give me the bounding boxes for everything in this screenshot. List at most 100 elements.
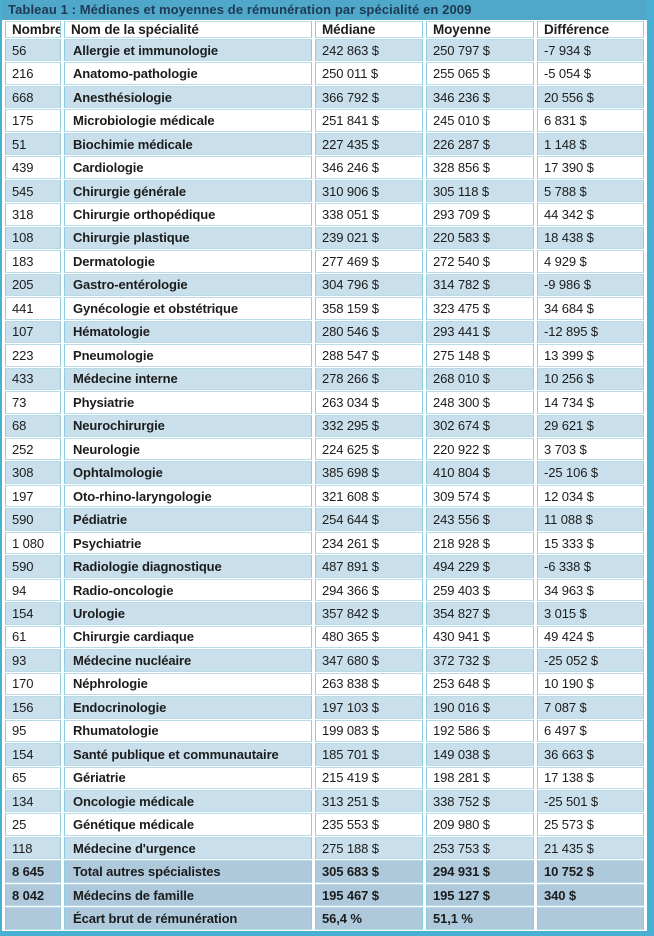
table-row: 93 Médecine nucléaire 347 680 $ 372 732 … xyxy=(5,649,644,672)
header-row: Nombre Nom de la spécialité Médiane Moye… xyxy=(5,21,644,38)
table-row: 154 Santé publique et communautaire 185 … xyxy=(5,743,644,766)
cell-difference: 6 497 $ xyxy=(537,719,644,743)
cell-nom: Gynécologie et obstétrique xyxy=(64,297,312,320)
cell-nombre: 61 xyxy=(5,625,61,649)
cell-nombre: 318 xyxy=(5,203,61,226)
cell-moyenne: 328 856 $ xyxy=(426,156,534,179)
cell-difference: 25 573 $ xyxy=(537,813,644,836)
cell-difference: 6 831 $ xyxy=(537,109,644,132)
cell-difference: 15 333 $ xyxy=(537,531,644,555)
col-header-mediane: Médiane xyxy=(315,21,423,38)
cell-nom: Ophtalmologie xyxy=(64,461,312,484)
cell-mediane: 239 021 $ xyxy=(315,226,423,250)
cell-nom: Microbiologie médicale xyxy=(64,109,312,132)
cell-nombre: 107 xyxy=(5,320,61,344)
cell-difference: 5 788 $ xyxy=(537,179,644,203)
cell-nom: Total autres spécialistes xyxy=(64,860,312,883)
cell-nom: Oncologie médicale xyxy=(64,790,312,813)
cell-nom: Néphrologie xyxy=(64,672,312,696)
cell-mediane: 254 644 $ xyxy=(315,508,423,531)
cell-nombre: 216 xyxy=(5,62,61,85)
cell-mediane: 280 546 $ xyxy=(315,320,423,344)
cell-moyenne: 309 574 $ xyxy=(426,484,534,508)
cell-mediane: 288 547 $ xyxy=(315,344,423,367)
table-row: 25 Génétique médicale 235 553 $ 209 980 … xyxy=(5,813,644,836)
cell-difference: 12 034 $ xyxy=(537,484,644,508)
cell-nombre: 441 xyxy=(5,297,61,320)
cell-nom: Anatomo-pathologie xyxy=(64,62,312,85)
cell-nombre: 590 xyxy=(5,555,61,578)
table-title: Tableau 1 : Médianes et moyennes de rému… xyxy=(2,0,647,20)
table-row: 590 Radiologie diagnostique 487 891 $ 49… xyxy=(5,555,644,578)
cell-moyenne: 294 931 $ xyxy=(426,860,534,883)
cell-moyenne: 410 804 $ xyxy=(426,461,534,484)
cell-mediane: 195 467 $ xyxy=(315,883,423,907)
cell-moyenne: 220 583 $ xyxy=(426,226,534,250)
table-row: 154 Urologie 357 842 $ 354 827 $ 3 015 $ xyxy=(5,602,644,625)
cell-nombre: 93 xyxy=(5,649,61,672)
cell-difference: 10 256 $ xyxy=(537,367,644,391)
cell-nombre: 668 xyxy=(5,85,61,109)
table-body: 56 Allergie et immunologie 242 863 $ 250… xyxy=(5,39,644,930)
table-row: 8 645 Total autres spécialistes 305 683 … xyxy=(5,860,644,883)
cell-moyenne: 430 941 $ xyxy=(426,625,534,649)
cell-mediane: 199 083 $ xyxy=(315,719,423,743)
cell-moyenne: 338 752 $ xyxy=(426,790,534,813)
cell-difference: 36 663 $ xyxy=(537,743,644,766)
cell-nombre: 545 xyxy=(5,179,61,203)
cell-difference: 17 138 $ xyxy=(537,766,644,789)
cell-difference: 10 190 $ xyxy=(537,672,644,696)
cell-nom: Endocrinologie xyxy=(64,696,312,719)
cell-nom: Chirurgie orthopédique xyxy=(64,203,312,226)
cell-difference: 1 148 $ xyxy=(537,132,644,156)
cell-moyenne: 245 010 $ xyxy=(426,109,534,132)
table-row: Écart brut de rémunération 56,4 % 51,1 % xyxy=(5,907,644,930)
cell-moyenne: 268 010 $ xyxy=(426,367,534,391)
cell-nom: Hématologie xyxy=(64,320,312,344)
cell-mediane: 215 419 $ xyxy=(315,766,423,789)
cell-difference: 3 015 $ xyxy=(537,602,644,625)
cell-nombre: 590 xyxy=(5,508,61,531)
table-row: 134 Oncologie médicale 313 251 $ 338 752… xyxy=(5,790,644,813)
cell-difference: -5 054 $ xyxy=(537,62,644,85)
cell-nom: Pédiatrie xyxy=(64,508,312,531)
cell-nombre: 8 645 xyxy=(5,860,61,883)
cell-nombre: 183 xyxy=(5,250,61,273)
table-row: 170 Néphrologie 263 838 $ 253 648 $ 10 1… xyxy=(5,672,644,696)
table-row: 439 Cardiologie 346 246 $ 328 856 $ 17 3… xyxy=(5,156,644,179)
cell-nom: Médecins de famille xyxy=(64,883,312,907)
cell-mediane: 366 792 $ xyxy=(315,85,423,109)
cell-mediane: 294 366 $ xyxy=(315,578,423,602)
cell-mediane: 487 891 $ xyxy=(315,555,423,578)
cell-moyenne: 275 148 $ xyxy=(426,344,534,367)
cell-difference: 18 438 $ xyxy=(537,226,644,250)
cell-moyenne: 190 016 $ xyxy=(426,696,534,719)
cell-nombre: 170 xyxy=(5,672,61,696)
table-row: 107 Hématologie 280 546 $ 293 441 $ -12 … xyxy=(5,320,644,344)
cell-difference: -6 338 $ xyxy=(537,555,644,578)
cell-difference: -25 052 $ xyxy=(537,649,644,672)
cell-mediane: 313 251 $ xyxy=(315,790,423,813)
cell-nombre: 134 xyxy=(5,790,61,813)
cell-mediane: 346 246 $ xyxy=(315,156,423,179)
cell-nom: Gastro-entérologie xyxy=(64,273,312,297)
col-header-difference: Différence xyxy=(537,21,644,38)
cell-nombre: 154 xyxy=(5,602,61,625)
table-row: 223 Pneumologie 288 547 $ 275 148 $ 13 3… xyxy=(5,344,644,367)
cell-nom: Santé publique et communautaire xyxy=(64,743,312,766)
cell-mediane: 480 365 $ xyxy=(315,625,423,649)
cell-mediane: 234 261 $ xyxy=(315,531,423,555)
cell-difference: -7 934 $ xyxy=(537,39,644,62)
cell-mediane: 275 188 $ xyxy=(315,836,423,860)
cell-mediane: 278 266 $ xyxy=(315,367,423,391)
table-row: 95 Rhumatologie 199 083 $ 192 586 $ 6 49… xyxy=(5,719,644,743)
cell-moyenne: 218 928 $ xyxy=(426,531,534,555)
cell-moyenne: 198 281 $ xyxy=(426,766,534,789)
cell-difference: 3 703 $ xyxy=(537,437,644,461)
cell-moyenne: 346 236 $ xyxy=(426,85,534,109)
cell-difference: -25 106 $ xyxy=(537,461,644,484)
cell-mediane: 251 841 $ xyxy=(315,109,423,132)
table-row: 318 Chirurgie orthopédique 338 051 $ 293… xyxy=(5,203,644,226)
cell-moyenne: 248 300 $ xyxy=(426,391,534,414)
cell-difference: 29 621 $ xyxy=(537,414,644,437)
